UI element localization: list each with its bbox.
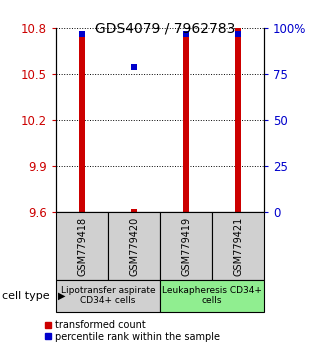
Bar [160, 280, 264, 312]
Bar [108, 212, 160, 280]
Bar [212, 212, 264, 280]
Text: cell type: cell type [2, 291, 49, 301]
Text: GSM779418: GSM779418 [77, 216, 87, 276]
Text: Lipotransfer aspirate
CD34+ cells: Lipotransfer aspirate CD34+ cells [61, 286, 155, 305]
Bar [235, 28, 241, 212]
Bar [56, 212, 108, 280]
Text: ▶: ▶ [58, 291, 65, 301]
Text: Leukapheresis CD34+
cells: Leukapheresis CD34+ cells [162, 286, 262, 305]
Legend: transformed count, percentile rank within the sample: transformed count, percentile rank withi… [45, 320, 220, 342]
Text: GSM779421: GSM779421 [233, 216, 243, 276]
Text: GSM779420: GSM779420 [129, 216, 139, 276]
Bar [160, 212, 212, 280]
Text: GDS4079 / 7962783: GDS4079 / 7962783 [95, 21, 235, 35]
Bar [183, 35, 189, 212]
Text: GSM779419: GSM779419 [181, 216, 191, 276]
Bar [56, 280, 160, 312]
Bar [131, 209, 137, 212]
Bar [79, 35, 85, 212]
